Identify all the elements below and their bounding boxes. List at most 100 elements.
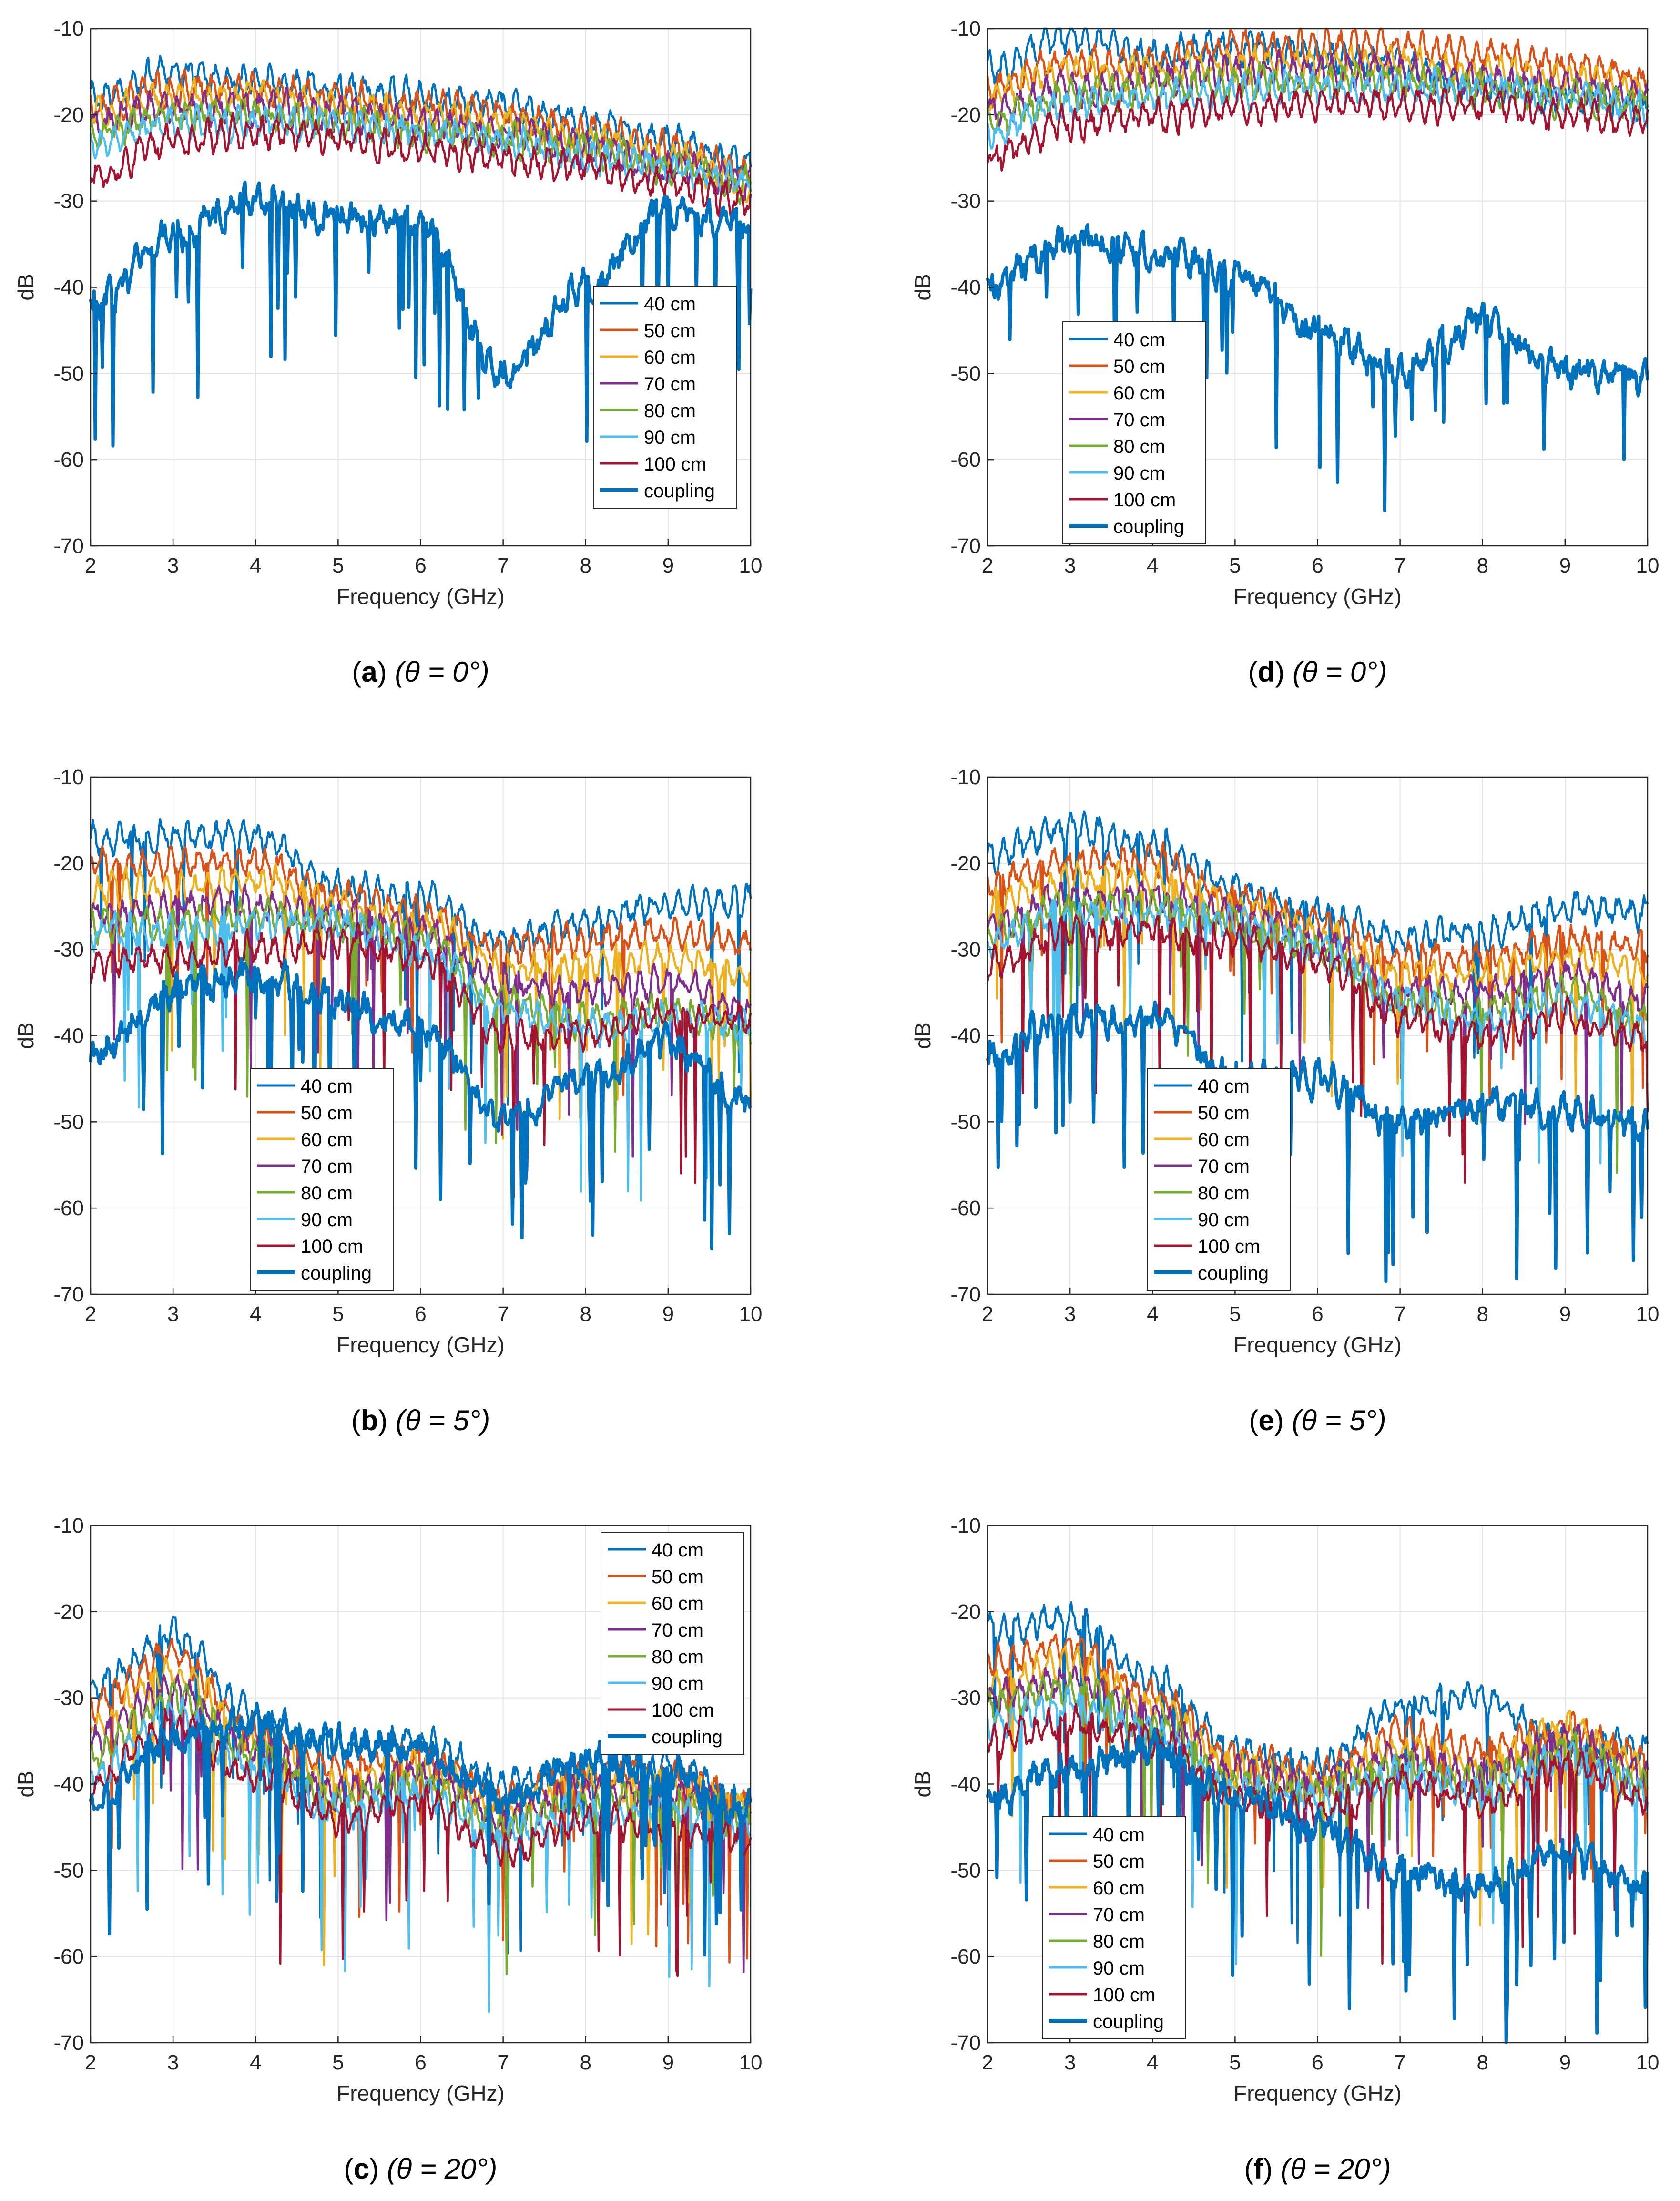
y-tick-label: -10 (950, 17, 981, 41)
x-tick-label: 8 (580, 554, 591, 577)
x-axis-label: Frequency (GHz) (1233, 584, 1402, 609)
chart-panel-a: 2 3 4 5 6 7 8 9 10 -10 -20 -30 -40 -50 -60 -70 Frequency… (13, 17, 762, 688)
caption-close-paren: ) (1275, 656, 1293, 688)
chart-panel-e: 2 3 4 5 6 7 8 9 10 -10 -20 -30 -40 -50 -60 -70 Frequency… (910, 766, 1659, 1436)
legend-label: 80 cm (1113, 436, 1165, 457)
y-tick-label: -20 (950, 1600, 981, 1624)
y-tick-label: -60 (53, 448, 84, 471)
legend-label: 50 cm (652, 1566, 703, 1587)
legend-label: coupling (652, 1727, 723, 1748)
x-tick-label: 6 (1312, 554, 1323, 577)
panel-caption: (b) (θ = 5°) (351, 1404, 490, 1436)
y-tick-label: -50 (950, 1110, 981, 1134)
legend-label: coupling (301, 1263, 372, 1284)
x-tick-label: 9 (662, 1302, 674, 1326)
x-tick-label: 2 (982, 1302, 993, 1326)
caption-theta: (θ = 20°) (1281, 2153, 1391, 2185)
series-group (986, 27, 1649, 512)
y-tick-label: -50 (950, 1859, 981, 1882)
caption-letter: e (1258, 1404, 1274, 1436)
x-tick-label: 4 (1147, 554, 1158, 577)
legend-label: coupling (644, 481, 715, 502)
legend-label: 90 cm (301, 1209, 353, 1230)
x-tick-label: 4 (250, 554, 261, 577)
legend-label: 50 cm (1198, 1103, 1250, 1124)
caption-letter: d (1258, 656, 1275, 688)
legend-label: 40 cm (1093, 1824, 1145, 1845)
series-group (89, 818, 752, 1251)
series-line-50-cm (986, 841, 1649, 1107)
caption-close-paren: ) (369, 2153, 387, 2185)
legend-label: 60 cm (644, 347, 696, 368)
x-tick-label: 8 (1477, 2051, 1488, 2074)
x-tick-label: 4 (250, 2051, 261, 2074)
legend-label: 80 cm (1198, 1183, 1250, 1204)
x-tick-label: 3 (167, 1302, 179, 1326)
series-line-100-cm (986, 914, 1649, 1184)
series-line-40-cm (89, 55, 752, 179)
y-tick-label: -70 (950, 534, 981, 558)
chart-panel-c: 2 3 4 5 6 7 8 9 10 -10 -20 -30 -40 -50 -60 -70 Frequency… (13, 1514, 762, 2185)
panel-caption: (a) (θ = 0°) (352, 656, 489, 688)
y-tick-label: -10 (950, 766, 981, 789)
y-tick-label: -40 (950, 1024, 981, 1048)
x-tick-label: 7 (1394, 2051, 1405, 2074)
chart-panel-f: 2 3 4 5 6 7 8 9 10 -10 -20 -30 -40 -50 -60 -70 Frequency… (910, 1514, 1659, 2185)
chart-panel-d: 2 3 4 5 6 7 8 9 10 -10 -20 -30 -40 -50 -60 -70 Frequency… (910, 17, 1659, 688)
legend-label: 40 cm (1198, 1076, 1250, 1097)
y-tick-label: -50 (53, 362, 84, 385)
x-tick-label: 9 (662, 2051, 674, 2074)
y-tick-label: -20 (950, 852, 981, 875)
series-line-100-cm (89, 112, 752, 218)
series-line-100-cm (89, 922, 752, 1199)
legend: 40 cm 50 cm 60 cm 70 cm 80 cm 90 cm 100 cm coup… (601, 1532, 744, 1755)
legend-label: 60 cm (301, 1129, 353, 1150)
legend-label: 60 cm (1093, 1878, 1145, 1899)
series-line-90-cm (986, 897, 1649, 1165)
x-ticks: 2 3 4 5 6 7 8 9 10 (982, 2036, 1660, 2074)
x-tick-label: 5 (332, 554, 344, 577)
legend-label: coupling (1093, 2011, 1164, 2032)
x-tick-label: 9 (1559, 554, 1571, 577)
y-tick-label: -40 (53, 276, 84, 299)
caption-letter: a (361, 656, 377, 688)
series-line-40-cm (89, 818, 752, 1106)
x-axis-label: Frequency (GHz) (336, 2081, 505, 2106)
legend-label: 80 cm (652, 1647, 703, 1668)
caption-letter: b (361, 1404, 378, 1436)
x-tick-label: 6 (1312, 2051, 1323, 2074)
series-line-100-cm (986, 82, 1649, 172)
series-line-coupling (986, 1000, 1649, 1283)
x-tick-label: 6 (415, 1302, 426, 1326)
x-tick-label: 4 (1147, 2051, 1158, 2074)
x-tick-label: 2 (85, 2051, 96, 2074)
x-ticks: 2 3 4 5 6 7 8 9 10 (85, 1288, 763, 1326)
x-tick-label: 10 (1636, 2051, 1660, 2074)
legend: 40 cm 50 cm 60 cm 70 cm 80 cm 90 cm 100 cm coup… (250, 1068, 394, 1291)
x-tick-label: 6 (415, 2051, 426, 2074)
x-tick-label: 9 (1559, 1302, 1571, 1326)
legend-label: 100 cm (1113, 490, 1176, 511)
y-tick-label: -50 (53, 1110, 84, 1134)
legend-label: coupling (1113, 516, 1184, 537)
x-tick-label: 8 (580, 1302, 591, 1326)
legend: 40 cm 50 cm 60 cm 70 cm 80 cm 90 cm 100 cm coup… (1042, 1816, 1186, 2039)
caption-close-paren: ) (1263, 2153, 1281, 2185)
x-tick-label: 10 (739, 554, 763, 577)
x-tick-label: 6 (415, 554, 426, 577)
series-line-coupling (89, 957, 752, 1251)
y-tick-label: -60 (950, 1945, 981, 1968)
y-tick-label: -10 (53, 17, 84, 41)
legend-label: 90 cm (652, 1673, 703, 1694)
y-tick-label: -60 (950, 1197, 981, 1220)
y-tick-label: -20 (53, 852, 84, 875)
series-line-50-cm (986, 27, 1649, 109)
x-tick-label: 6 (1312, 1302, 1323, 1326)
y-axis-label: dB (910, 1022, 935, 1049)
x-tick-label: 10 (739, 1302, 763, 1326)
panel-caption: (e) (θ = 5°) (1249, 1404, 1386, 1436)
legend-label: 50 cm (301, 1103, 353, 1124)
y-tick-label: -30 (53, 938, 84, 962)
y-tick-label: -10 (53, 1514, 84, 1537)
